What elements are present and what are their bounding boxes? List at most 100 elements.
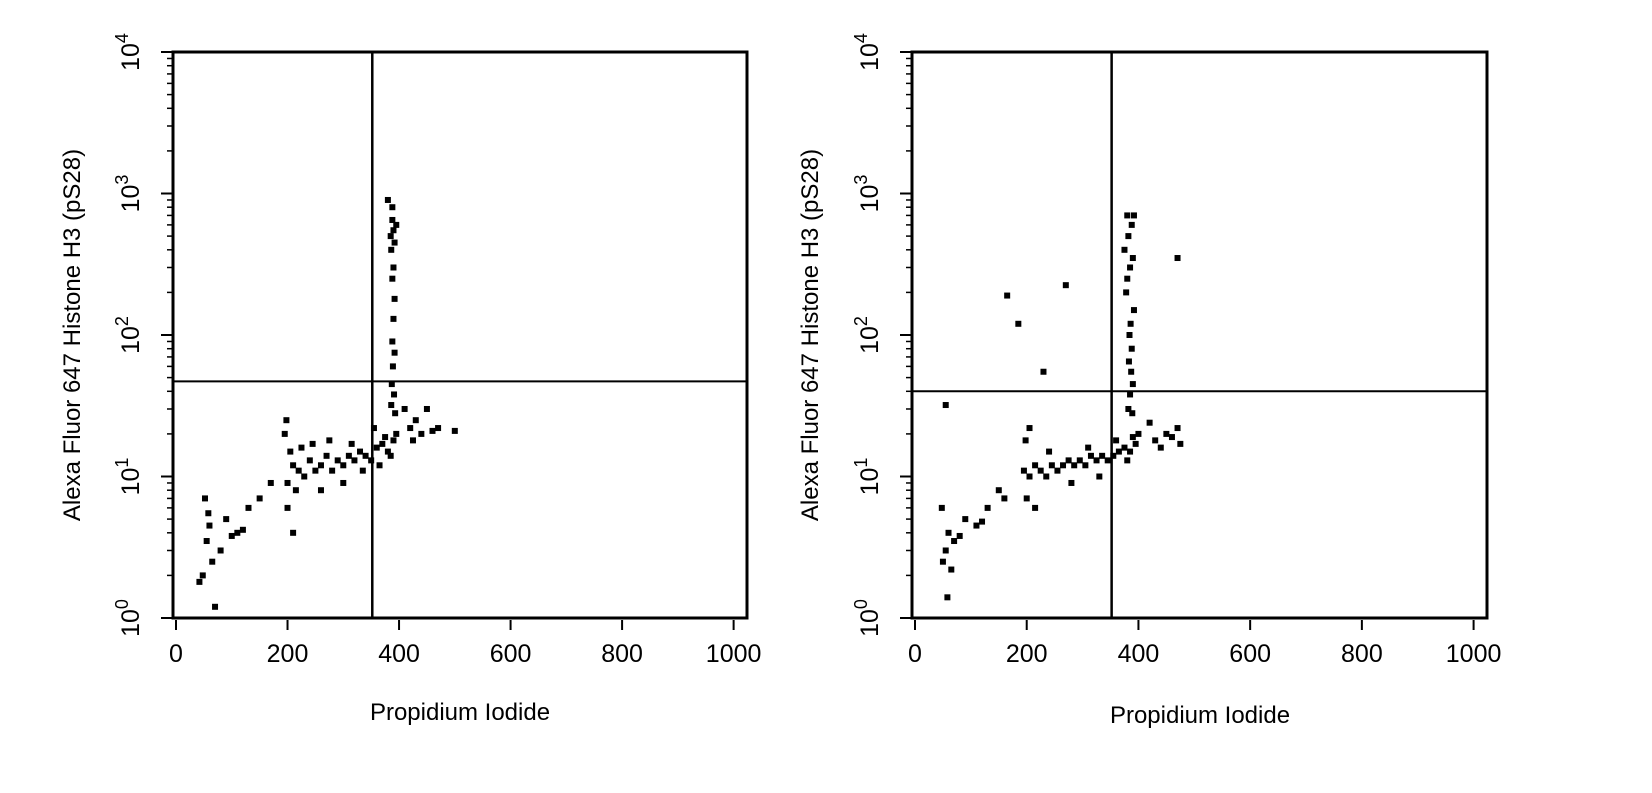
scatter-point — [429, 427, 436, 434]
y-tick-label: 102 — [851, 316, 884, 354]
scatter-point — [388, 246, 395, 253]
scatter-point — [1157, 444, 1164, 451]
scatter-point — [1026, 425, 1033, 432]
scatter-point — [1068, 479, 1075, 486]
scatter-point — [292, 487, 299, 494]
scatter-point — [1099, 452, 1106, 459]
scatter-point — [979, 518, 986, 525]
scatter-point — [357, 448, 364, 455]
y-tick-label: 100 — [112, 599, 145, 637]
x-tick-label: 400 — [378, 640, 420, 668]
scatter-point — [334, 457, 341, 464]
x-tick-label: 400 — [1118, 640, 1160, 668]
scatter-point — [1048, 462, 1055, 469]
scatter-point — [1032, 462, 1039, 469]
scatter-point — [387, 233, 394, 240]
scatter-point — [345, 452, 352, 459]
scatter-point — [382, 434, 389, 441]
x-tick-label: 600 — [490, 640, 532, 668]
scatter-point — [393, 221, 400, 228]
scatter-point — [391, 391, 398, 398]
x-tick-label: 800 — [1341, 640, 1383, 668]
scatter-point — [239, 526, 246, 533]
scatter-point — [1124, 457, 1131, 464]
scatter-point — [1065, 457, 1072, 464]
scatter-point — [388, 381, 395, 388]
scatter-point — [451, 427, 458, 434]
scatter-point — [391, 295, 398, 302]
scatter-point — [1132, 440, 1139, 447]
scatter-point — [1022, 437, 1029, 444]
scatter-point — [1129, 434, 1136, 441]
scatter-point — [312, 467, 319, 474]
scatter-point — [284, 504, 291, 511]
scatter-point — [1152, 437, 1159, 444]
plot-frame — [171, 50, 749, 620]
scatter-point — [1085, 444, 1092, 451]
scatter-point — [390, 227, 397, 234]
scatter-point — [1126, 332, 1133, 338]
scatter-point — [1110, 452, 1117, 459]
scatter-point — [387, 452, 394, 459]
scatter-point — [1062, 282, 1069, 289]
scatter-point — [362, 452, 369, 459]
y-axis-label: Alexa Fluor 647 Histone H3 (pS28) — [59, 149, 86, 521]
scatter-point — [287, 448, 294, 455]
scatter-point — [391, 239, 398, 246]
scatter-point — [1125, 358, 1132, 365]
scatter-point — [1113, 437, 1120, 444]
scatter-point — [1040, 368, 1047, 375]
scatter-point — [942, 402, 949, 409]
x-tick-label: 200 — [267, 640, 309, 668]
scatter-point — [951, 538, 958, 545]
scatter-point — [1128, 221, 1135, 228]
scatter-point — [1146, 419, 1153, 426]
scatter-point — [1174, 255, 1181, 262]
scatter-point — [392, 410, 399, 417]
scatter-point — [1129, 410, 1136, 417]
scatter-point — [306, 457, 313, 464]
scatter-point — [376, 462, 383, 469]
scatter-point — [956, 532, 963, 539]
scatter-point — [409, 437, 416, 444]
scatter-point — [1015, 320, 1022, 327]
scatter-point — [1001, 495, 1008, 502]
scatter-point — [206, 522, 213, 529]
scatter-point — [373, 444, 380, 451]
scatter-point — [203, 538, 210, 545]
x-tick-label: 1000 — [1446, 640, 1502, 668]
scatter-point — [301, 473, 308, 480]
x-axis-label: Propidium Iodide — [370, 699, 550, 726]
scatter-point — [1026, 473, 1033, 480]
scatter-point — [290, 462, 297, 469]
scatter-point — [348, 440, 355, 447]
scatter-panel-left: 0 200 400 600 800 1000 100 101 102 103 104 Propidiu… — [59, 33, 761, 726]
scatter-point — [1127, 391, 1134, 398]
scatter-point — [1087, 452, 1094, 459]
scatter-point — [1168, 434, 1175, 441]
scatter-point — [323, 452, 330, 459]
scatter-point — [368, 457, 375, 464]
scatter-point — [407, 425, 414, 432]
scatter-point — [389, 338, 396, 345]
scatter-point — [944, 594, 951, 601]
scatter-point — [212, 603, 219, 610]
y-tick-label: 101 — [851, 458, 884, 496]
x-tick-label: 600 — [1229, 640, 1271, 668]
scatter-point — [938, 504, 945, 511]
scatter-point — [945, 529, 952, 536]
x-tick-label: 0 — [908, 640, 922, 668]
scatter-point — [1124, 275, 1131, 282]
scatter-point — [1177, 440, 1184, 447]
x-tick-label: 0 — [169, 640, 183, 668]
scatter-point — [393, 430, 400, 437]
scatter-point — [351, 457, 358, 464]
scatter-point — [1174, 425, 1181, 432]
scatter-point — [1060, 462, 1067, 469]
y-axis-label: Alexa Fluor 647 Histone H3 (pS28) — [797, 149, 824, 521]
scatter-point — [326, 437, 333, 444]
scatter-point — [389, 363, 396, 370]
scatter-point — [962, 516, 969, 523]
scatter-point — [995, 487, 1002, 494]
scatter-point — [390, 315, 397, 322]
